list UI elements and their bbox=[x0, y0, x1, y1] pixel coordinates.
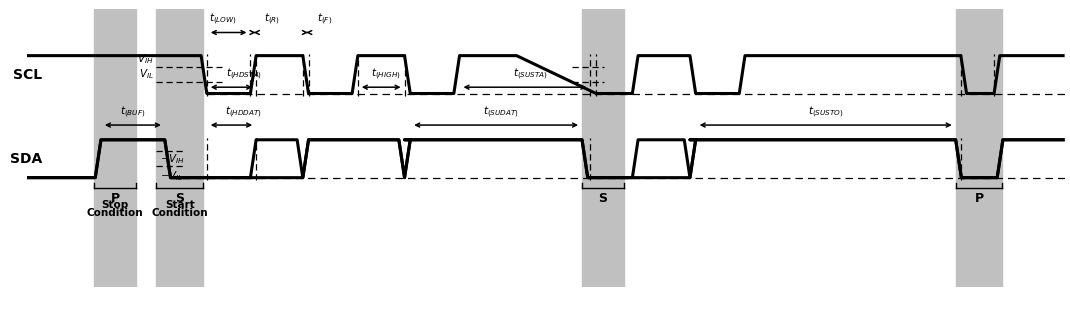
Text: $V_{IH}$: $V_{IH}$ bbox=[137, 52, 153, 66]
Text: $t_{(SUSTO)}$: $t_{(SUSTO)}$ bbox=[808, 105, 843, 120]
Text: Stop: Stop bbox=[102, 200, 128, 210]
Text: $t_{(F)}$: $t_{(F)}$ bbox=[317, 12, 332, 27]
Text: Start: Start bbox=[165, 200, 195, 210]
Text: $t_{(HIGH)}$: $t_{(HIGH)}$ bbox=[371, 67, 401, 82]
Text: $t_{(HDSTA)}$: $t_{(HDSTA)}$ bbox=[226, 67, 262, 82]
Text: $t_{(LOW)}$: $t_{(LOW)}$ bbox=[210, 12, 238, 27]
Text: $-V_{IH}$: $-V_{IH}$ bbox=[159, 152, 185, 166]
Bar bbox=[94, 9, 136, 287]
Text: $t_{(SUSTA)}$: $t_{(SUSTA)}$ bbox=[513, 67, 548, 82]
Text: P: P bbox=[975, 192, 983, 205]
Text: Condition: Condition bbox=[87, 208, 143, 218]
Bar bbox=[582, 9, 624, 287]
Text: $t_{(SUDAT)}$: $t_{(SUDAT)}$ bbox=[484, 105, 519, 120]
Bar bbox=[156, 9, 203, 287]
Text: SDA: SDA bbox=[10, 152, 43, 166]
Text: $V_{IL}$: $V_{IL}$ bbox=[138, 67, 153, 81]
Text: S: S bbox=[175, 192, 184, 205]
Text: Condition: Condition bbox=[152, 208, 209, 218]
Text: S: S bbox=[598, 192, 608, 205]
Text: $t_{(R)}$: $t_{(R)}$ bbox=[264, 12, 280, 27]
Text: SCL: SCL bbox=[13, 68, 43, 81]
Text: $-V_{IL}$: $-V_{IL}$ bbox=[159, 169, 183, 183]
Text: $t_{(BUF)}$: $t_{(BUF)}$ bbox=[120, 105, 146, 120]
Bar bbox=[956, 9, 1003, 287]
Text: $t_{(HDDAT)}$: $t_{(HDDAT)}$ bbox=[226, 105, 262, 120]
Text: P: P bbox=[110, 192, 120, 205]
